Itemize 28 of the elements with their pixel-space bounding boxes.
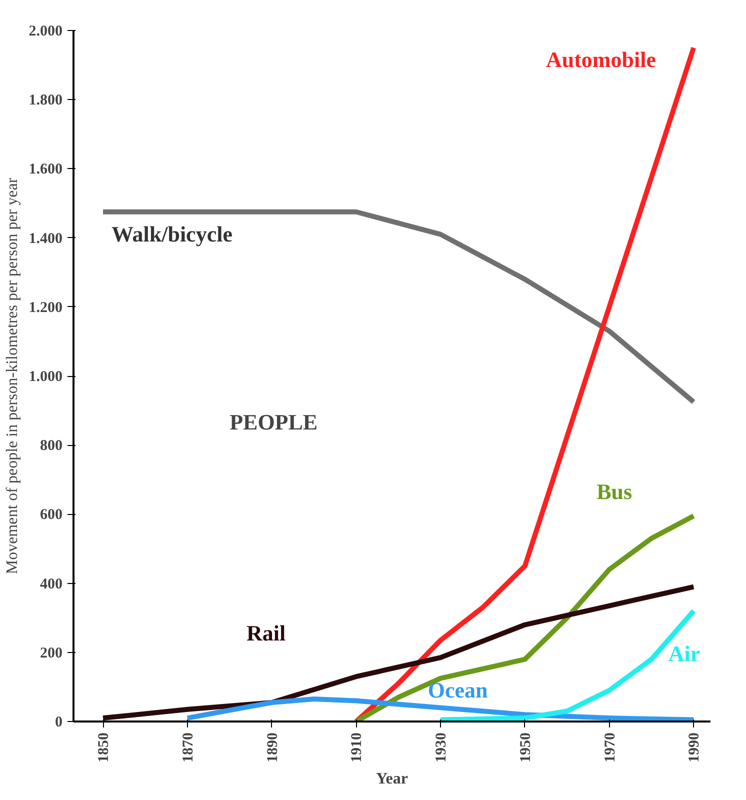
series-label: Bus	[596, 478, 633, 504]
y-axis-title: Movement of people in person-kilometres per person per year	[4, 177, 21, 574]
x-tick-label: 1910	[349, 732, 366, 762]
series-label: Walk/bicycle	[111, 221, 233, 246]
y-tick-label: 1.400	[28, 230, 62, 247]
series-label: Automobile	[546, 46, 656, 72]
y-tick-label: 800	[40, 438, 62, 454]
y-tick-label: 1.800	[28, 92, 62, 109]
y-tick-label: 1.600	[28, 162, 62, 178]
x-tick-label: 1970	[602, 732, 618, 762]
x-tick-label: 1930	[434, 732, 450, 762]
y-tick-label: 2.000	[28, 24, 62, 40]
text: Rail	[246, 620, 286, 646]
x-axis-title: Year	[376, 770, 408, 788]
x-tick-label: 1870	[180, 732, 196, 762]
annotation: PEOPLE	[230, 410, 318, 435]
y-tick-label: 400	[40, 576, 62, 592]
x-tick-label: 1990	[686, 732, 703, 762]
x-tick-label: 1890	[264, 732, 281, 762]
y-tick-label: 600	[40, 507, 62, 524]
series-label: Ocean	[428, 677, 488, 702]
y-tick-label: 1.200	[28, 300, 62, 316]
y-tick-label: 0	[55, 714, 62, 730]
x-tick-label: 1850	[96, 732, 112, 762]
y-tick-label: 200	[40, 645, 62, 662]
y-tick-label: 1.000	[28, 369, 62, 385]
series-label: Air	[668, 641, 700, 666]
x-tick-label: 1950	[518, 732, 534, 762]
